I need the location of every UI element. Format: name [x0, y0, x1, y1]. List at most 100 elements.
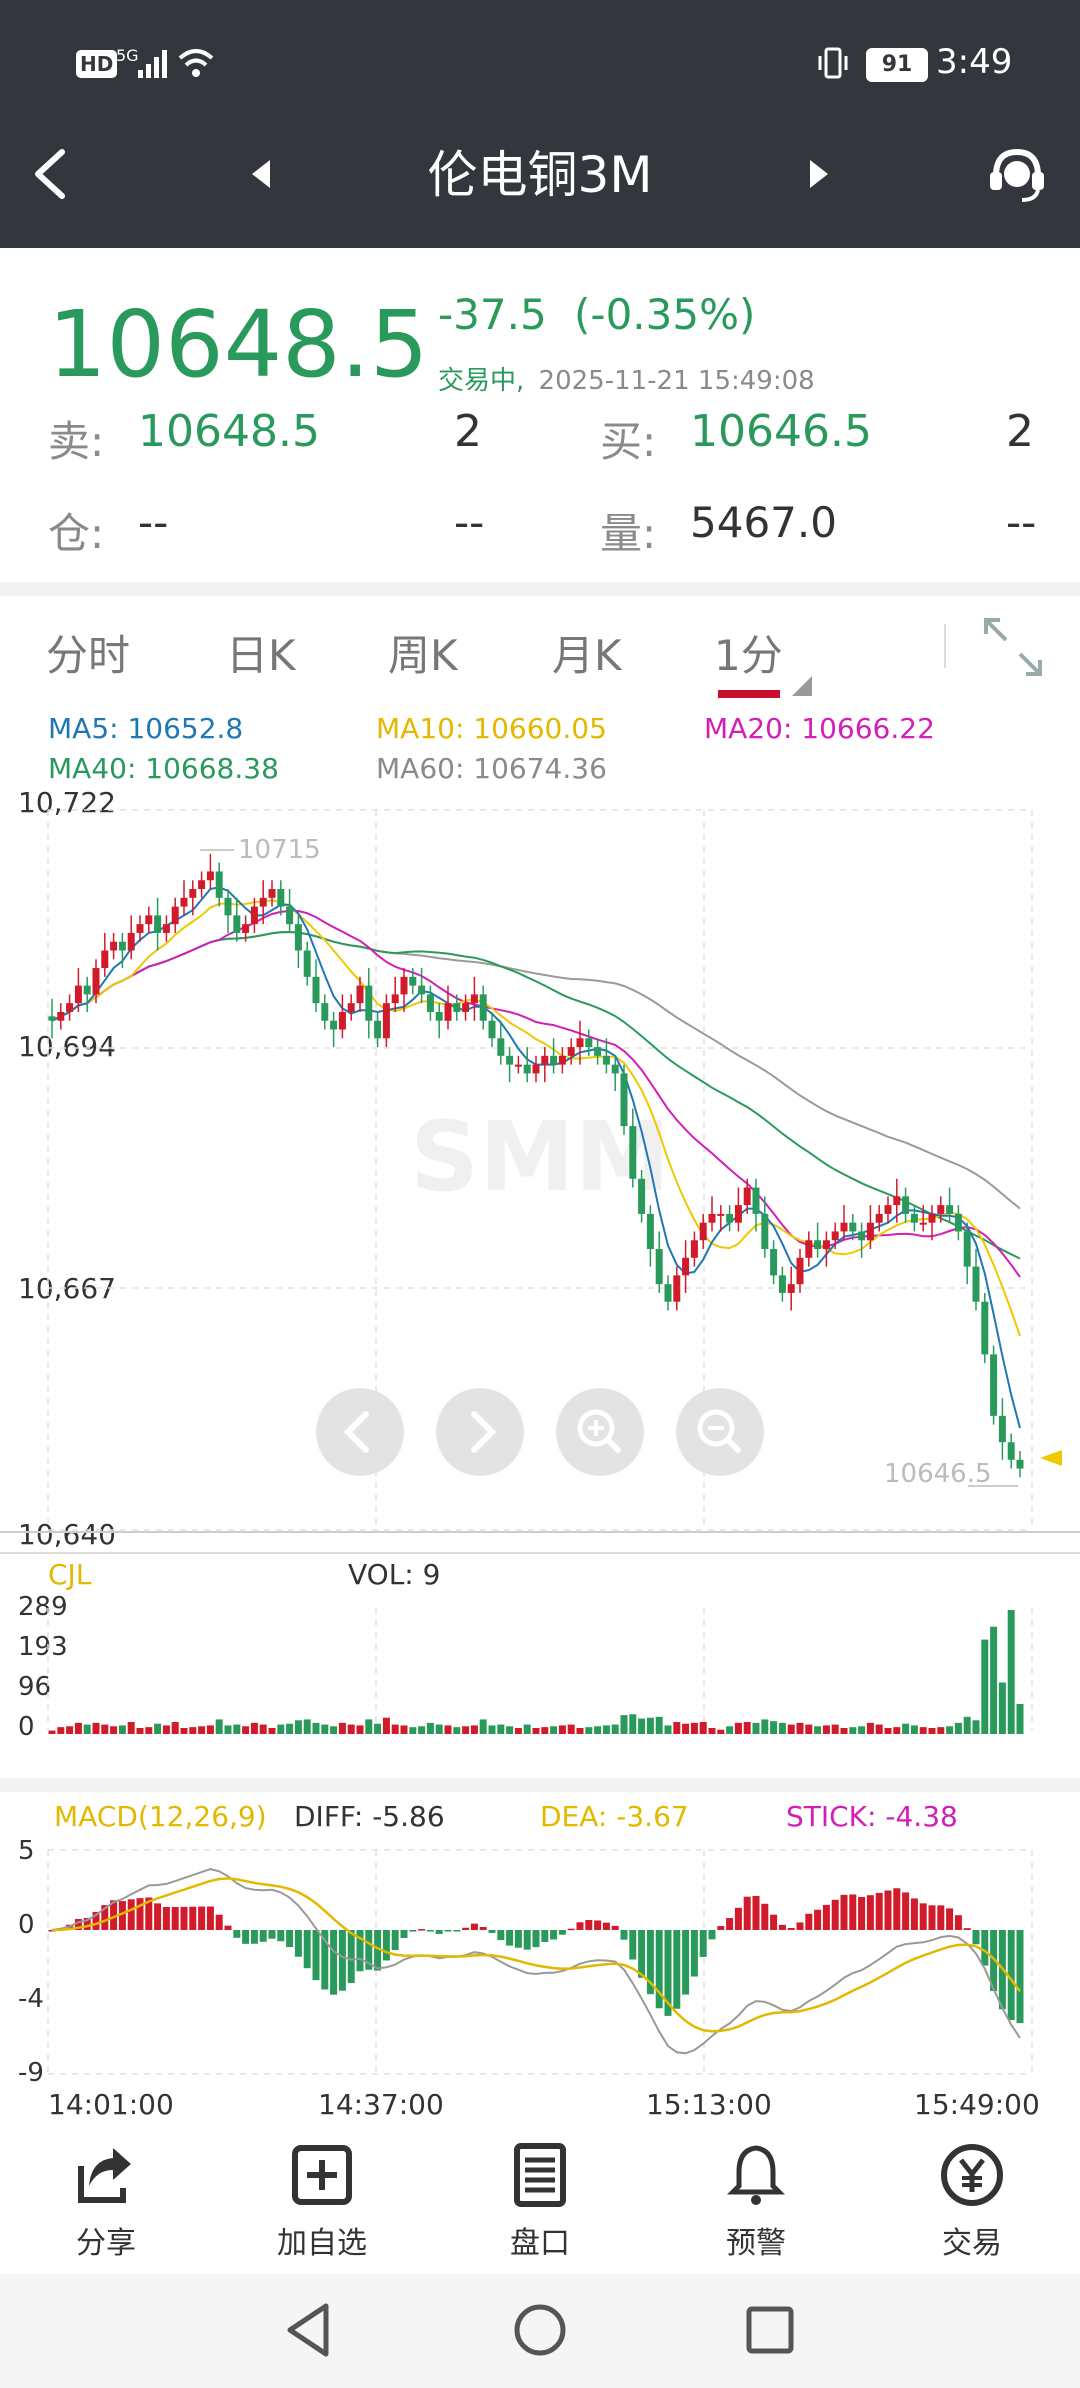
macd-bar [118, 1901, 126, 1930]
volume-bar [101, 1724, 109, 1734]
volume-bar [338, 1722, 346, 1734]
candle-body [708, 1213, 716, 1223]
macd-bar [594, 1920, 602, 1930]
candle-body [937, 1205, 945, 1214]
volume-bar [250, 1722, 258, 1734]
scroll-right-button[interactable] [436, 1388, 524, 1476]
candle-body [629, 1126, 637, 1179]
macd-bar [523, 1930, 531, 1950]
wifi-icon [178, 49, 214, 77]
macd-bar [550, 1930, 558, 1940]
candle-body [215, 871, 223, 898]
volume-bar [708, 1727, 716, 1734]
system-recents-icon[interactable] [742, 2302, 798, 2358]
prev-contract-icon[interactable] [248, 158, 274, 190]
candle-body [673, 1275, 681, 1302]
macd-bar [250, 1930, 258, 1944]
macd-bar [242, 1930, 250, 1944]
candle-body [805, 1240, 813, 1258]
volume-bar [919, 1727, 927, 1734]
candle-body [963, 1231, 971, 1267]
macd-bar [180, 1906, 188, 1930]
volume-bar [224, 1725, 232, 1734]
section-divider [0, 582, 1080, 596]
time-axis-label: 14:37:00 [318, 2088, 444, 2121]
macd-bar [418, 1929, 426, 1931]
buy-qty: 2 [1006, 406, 1034, 457]
volume-bar [849, 1727, 857, 1734]
candle-body [391, 994, 399, 1004]
tab-intraday[interactable]: 分时 [46, 631, 131, 680]
volume-bar [259, 1724, 267, 1734]
ma20-line [51, 910, 1021, 1278]
candle-body [470, 994, 478, 1004]
system-back-icon[interactable] [282, 2300, 338, 2360]
volume-bar [558, 1725, 566, 1734]
volume-bar [514, 1727, 522, 1734]
volume-bar [787, 1724, 795, 1734]
macd-bar [206, 1906, 214, 1930]
macd-bar [849, 1894, 857, 1930]
tab-1min[interactable]: 1分 [714, 631, 783, 680]
candle-body [514, 1064, 522, 1067]
macd-bar [532, 1930, 540, 1948]
next-contract-icon[interactable] [806, 158, 832, 190]
volume-bar [717, 1729, 725, 1734]
macd-bar [778, 1924, 786, 1930]
macd-bar [154, 1903, 162, 1930]
order-book-button[interactable]: 盘口 [450, 2140, 630, 2262]
share-button[interactable]: 分享 [16, 2140, 196, 2262]
macd-stick: STICK: -4.38 [786, 1800, 958, 1833]
position-label: 仓: [48, 509, 105, 558]
back-icon[interactable] [28, 146, 72, 202]
macd-bar [673, 1930, 681, 2009]
candle-body [74, 985, 82, 1004]
macd-bar [233, 1930, 241, 1938]
system-home-icon[interactable] [512, 2302, 568, 2358]
candle-body [497, 1038, 505, 1056]
candle-body [796, 1257, 804, 1285]
macd-bar [321, 1930, 329, 1990]
macd-bar [805, 1913, 813, 1930]
candle-body [101, 950, 109, 969]
candle-body [655, 1249, 663, 1285]
ma20-legend: MA20: 10666.22 [704, 712, 935, 745]
candle-body [250, 906, 258, 925]
candlestick-chart[interactable]: SMM 10715 10646.5 [0, 790, 1080, 1550]
volume-bar [162, 1725, 170, 1734]
volume-bar [506, 1726, 514, 1734]
macd-bar [743, 1896, 751, 1930]
volume-bar [761, 1719, 769, 1734]
volume-chart [47, 1608, 1033, 1734]
scroll-left-button[interactable] [316, 1388, 404, 1476]
volume-bar [92, 1722, 100, 1734]
candle-body [506, 1055, 514, 1065]
zoom-out-button[interactable] [676, 1388, 764, 1476]
tab-daily-k[interactable]: 日K [226, 631, 296, 680]
volume-bar [611, 1724, 619, 1734]
volume-bar [312, 1722, 320, 1734]
tab-dropdown-icon[interactable] [790, 674, 814, 698]
alert-button[interactable]: 预警 [666, 2140, 846, 2262]
macd-diff: DIFF: -5.86 [294, 1800, 445, 1833]
volume-label: 量: [600, 509, 657, 558]
trade-button[interactable]: 交易 [882, 2140, 1062, 2262]
volume-bar [664, 1725, 672, 1734]
candle-body [541, 1055, 549, 1065]
macd-dea: DEA: -3.67 [540, 1800, 689, 1833]
tab-weekly-k[interactable]: 周K [388, 631, 458, 680]
volume-bar [902, 1723, 910, 1734]
macd-axis-label: 0 [18, 1910, 35, 1940]
zoom-out-icon [697, 1409, 741, 1453]
zoom-in-button[interactable] [556, 1388, 644, 1476]
macd-bar [937, 1905, 945, 1930]
candle-body [576, 1038, 584, 1048]
candle-body [189, 889, 197, 898]
tab-monthly-k[interactable]: 月K [552, 631, 622, 680]
candle-body [919, 1222, 927, 1225]
volume-bar [242, 1726, 250, 1734]
add-watchlist-button[interactable]: 加自选 [232, 2140, 412, 2262]
customer-service-icon[interactable] [984, 142, 1050, 208]
fullscreen-icon[interactable] [980, 614, 1046, 680]
volume-bar [1007, 1610, 1015, 1734]
